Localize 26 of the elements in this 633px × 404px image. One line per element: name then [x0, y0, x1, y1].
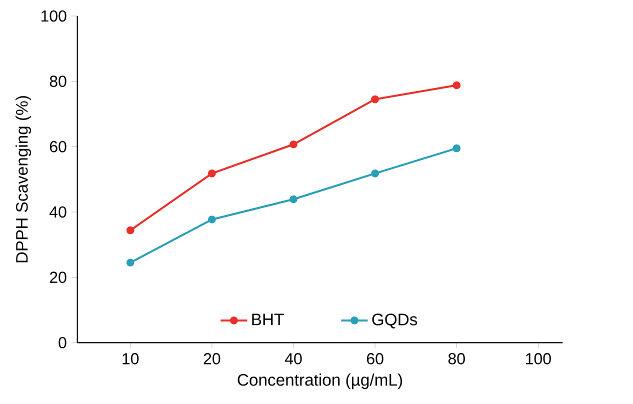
point: [126, 226, 134, 234]
y-tick-label: 0: [58, 336, 66, 348]
point: [208, 216, 216, 224]
x-tick-label: 100: [526, 353, 551, 364]
x-tick-label: 20: [204, 353, 220, 364]
x-tick-label: 40: [284, 353, 302, 364]
x-tick-label: 80: [448, 353, 465, 364]
legend-label: BHT: [252, 314, 284, 326]
y-axis-title: DPPH Scavenging (%): [16, 96, 32, 262]
y-tick-label: 40: [50, 206, 66, 218]
x-tick-label: 10: [122, 353, 139, 364]
y-tick-label: 100: [41, 10, 66, 22]
point: [290, 195, 298, 204]
point: [208, 170, 216, 178]
point: [452, 144, 461, 152]
y-tick-label: 80: [50, 76, 66, 87]
y-tick-label: 60: [50, 141, 66, 152]
x-tick-label: 60: [366, 353, 384, 364]
point: [452, 81, 461, 90]
point: [126, 258, 134, 267]
legend-label: GQDs: [372, 314, 418, 328]
point: [371, 95, 379, 104]
x-axis-title: Concentration (µg/mL): [238, 374, 402, 390]
point: [371, 170, 379, 178]
point: [290, 140, 298, 148]
y-tick-label: 20: [50, 272, 66, 283]
